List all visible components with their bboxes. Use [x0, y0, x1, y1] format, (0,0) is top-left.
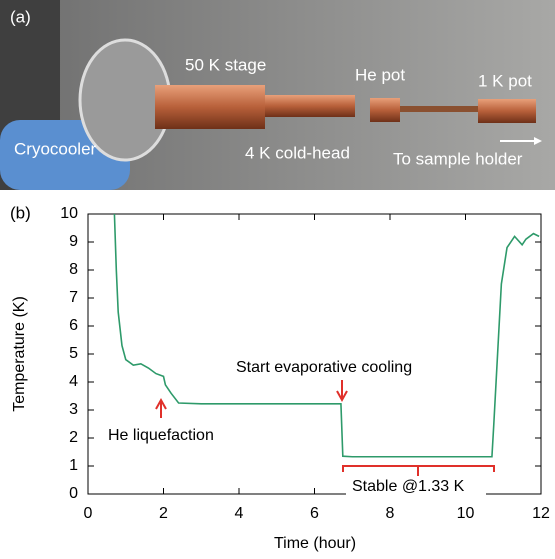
photo-label: He pot: [355, 65, 405, 84]
annotation: Start evaporative cooling: [236, 359, 412, 376]
panel-label: (a): [10, 7, 31, 26]
x-tick-label: 6: [310, 505, 319, 522]
annotation-bracket: [342, 465, 495, 476]
panel-label: (b): [10, 203, 31, 222]
y-tick-label: 2: [69, 429, 78, 446]
x-tick-label: 4: [235, 505, 244, 522]
y-tick-label: 5: [69, 345, 78, 362]
x-axis-label: Time (hour): [274, 535, 356, 552]
y-tick-label: 3: [69, 401, 78, 418]
photo-label: 50 K stage: [185, 55, 266, 74]
photo-label: 1 K pot: [478, 71, 532, 90]
annotation: Stable @1.33 K: [352, 478, 465, 495]
label-background: [346, 476, 486, 496]
y-tick-label: 0: [69, 485, 78, 502]
y-tick-label: 4: [69, 373, 78, 390]
y-tick-label: 7: [69, 289, 78, 306]
he-pot: [370, 98, 400, 122]
data-line: [113, 213, 540, 458]
tube: [400, 106, 480, 112]
x-tick-label: 8: [386, 505, 395, 522]
photo-label: 4 K cold-head: [245, 143, 350, 162]
annotation: He liquefaction: [108, 427, 214, 444]
plot-frame: [87, 213, 542, 495]
y-axis-label: Temperature (K): [11, 296, 28, 412]
x-tick-label: 12: [532, 505, 550, 522]
y-tick-label: 9: [69, 233, 78, 250]
x-tick-label: 2: [159, 505, 168, 522]
photo: (a) 50 K stage He pot 1 K pot Cryocooler…: [0, 0, 555, 190]
annotation-arrow: [155, 397, 167, 418]
x-tick-label: 10: [457, 505, 475, 522]
y-tick-label: 8: [69, 261, 78, 278]
y-tick-label: 10: [60, 205, 78, 222]
photo-label: To sample holder: [393, 149, 523, 168]
x-tick-label: 0: [84, 505, 93, 522]
photo-label: Cryocooler: [14, 139, 97, 158]
y-tick-label: 6: [69, 317, 78, 334]
cold-head: [265, 95, 355, 117]
stage-50k: [155, 85, 265, 129]
pot-1k: [478, 99, 536, 123]
arrow-head: [534, 137, 542, 145]
annotation-arrow: [336, 380, 348, 403]
y-tick-label: 1: [69, 457, 78, 474]
